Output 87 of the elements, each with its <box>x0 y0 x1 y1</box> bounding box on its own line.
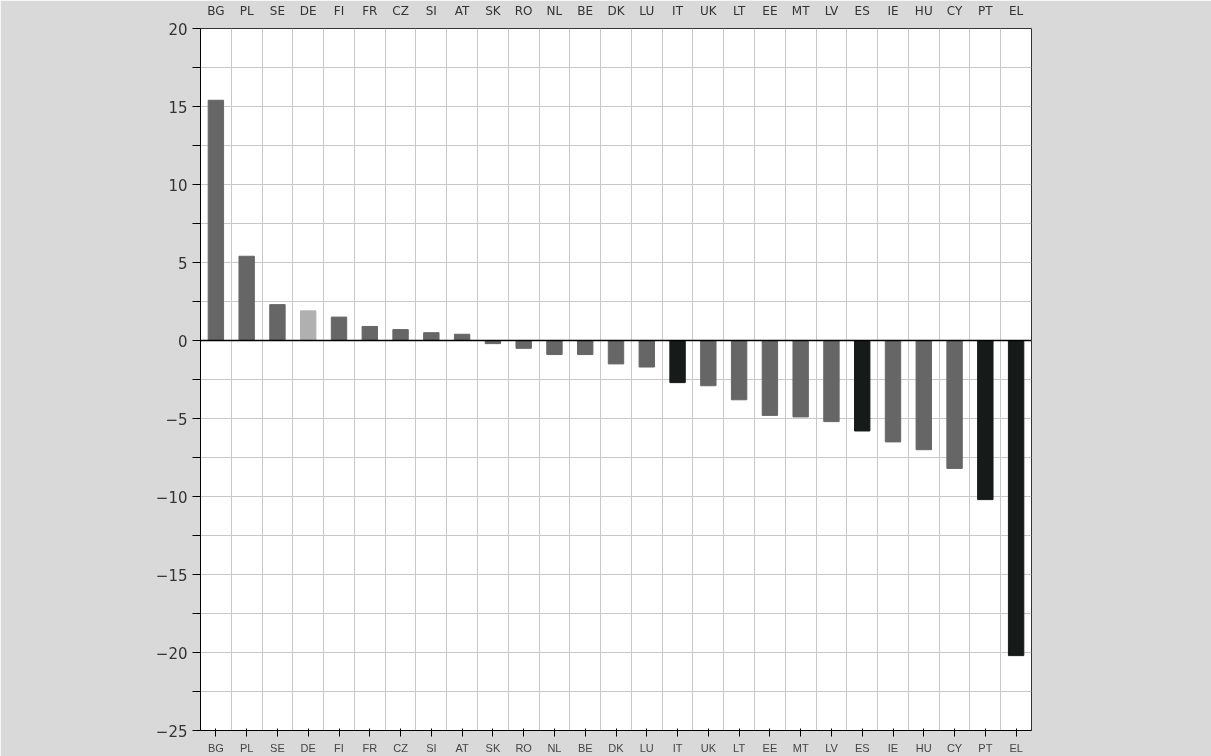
x-tick-label: PT <box>978 3 994 18</box>
x-tick-label: MT <box>791 3 811 18</box>
bar <box>884 340 902 443</box>
x-tick-label: CY <box>946 3 963 18</box>
x-tick-label: DK <box>607 3 626 18</box>
x-tick-label: FI <box>333 3 345 18</box>
x-tick-label: IE <box>887 3 899 18</box>
x-tick-label: EL <box>1008 3 1024 18</box>
y-tick-label: −5 <box>165 410 188 429</box>
bar <box>546 340 563 356</box>
bar <box>607 340 625 365</box>
bar <box>207 99 225 341</box>
bar <box>300 310 317 341</box>
category-label: AT <box>455 741 469 754</box>
x-tick-label: PL <box>239 3 254 18</box>
y-tick-label: 15 <box>168 98 188 117</box>
category-label: IE <box>887 741 899 754</box>
category-label: LV <box>825 741 838 754</box>
x-tick-label: ES <box>854 3 870 18</box>
category-label: LU <box>639 741 654 754</box>
bar <box>238 255 255 341</box>
category-label: LT <box>733 741 746 754</box>
y-tick-label: 0 <box>177 332 188 351</box>
y-tick-label: −25 <box>155 722 188 741</box>
category-label: EE <box>762 741 778 754</box>
bar <box>577 340 594 356</box>
category-label: FR <box>362 741 378 754</box>
x-tick-label: NL <box>546 3 563 18</box>
category-label: DE <box>300 741 316 754</box>
bar <box>361 325 378 341</box>
x-tick-label: HU <box>914 3 933 18</box>
bar <box>761 340 779 416</box>
category-label: BG <box>207 741 224 754</box>
category-label: DK <box>608 741 624 754</box>
x-tick-label: LT <box>732 3 746 18</box>
category-label: PL <box>239 741 254 754</box>
x-tick-label: DE <box>299 3 317 18</box>
bar <box>730 340 748 401</box>
y-tick-label: 10 <box>168 176 188 195</box>
y-tick-label: 5 <box>177 254 188 273</box>
y-tick-label: −10 <box>155 488 188 507</box>
category-label: UK <box>700 741 716 754</box>
category-label: SE <box>270 741 285 754</box>
x-tick-label: IT <box>672 3 684 18</box>
category-label: SI <box>426 741 437 754</box>
x-tick-label: RO <box>514 3 533 18</box>
category-label: NL <box>547 741 562 754</box>
x-tick-label: SK <box>485 3 502 18</box>
bar <box>977 340 994 501</box>
category-label: MT <box>792 741 809 754</box>
bar <box>638 340 655 368</box>
x-tick-label: BG <box>207 3 225 18</box>
bar <box>854 340 871 432</box>
bar <box>392 329 409 341</box>
x-tick-label: BE <box>577 3 594 18</box>
x-tick-label: EE <box>762 3 778 18</box>
bar <box>792 340 809 418</box>
category-label: RO <box>515 741 532 754</box>
category-label: HU <box>915 741 932 754</box>
bar <box>946 340 963 469</box>
bar <box>915 340 932 451</box>
category-label: EL <box>1009 741 1023 754</box>
category-label: CY <box>946 741 963 754</box>
bar <box>700 340 717 387</box>
category-label: BE <box>577 741 593 754</box>
x-tick-label: CZ <box>392 3 409 18</box>
bar <box>330 316 348 341</box>
x-tick-label: LU <box>639 3 655 18</box>
category-label: CZ <box>393 741 408 754</box>
bar <box>269 304 286 341</box>
bar <box>1007 340 1025 657</box>
category-label: PT <box>978 741 993 754</box>
category-label: FI <box>334 741 344 754</box>
x-tick-label: AT <box>454 3 471 18</box>
bar <box>669 340 686 384</box>
x-tick-label: SE <box>269 3 286 18</box>
category-label: ES <box>854 741 870 754</box>
x-tick-label: LV <box>824 3 840 18</box>
category-label: SK <box>485 741 501 754</box>
x-tick-label: SI <box>425 3 437 18</box>
category-label: IT <box>672 741 683 754</box>
x-tick-label: FR <box>362 3 378 18</box>
y-tick-label: −20 <box>155 644 188 663</box>
y-tick-label: −15 <box>155 566 188 585</box>
bar <box>823 340 840 423</box>
y-tick-label: 20 <box>168 20 188 39</box>
x-tick-label: UK <box>700 3 718 18</box>
